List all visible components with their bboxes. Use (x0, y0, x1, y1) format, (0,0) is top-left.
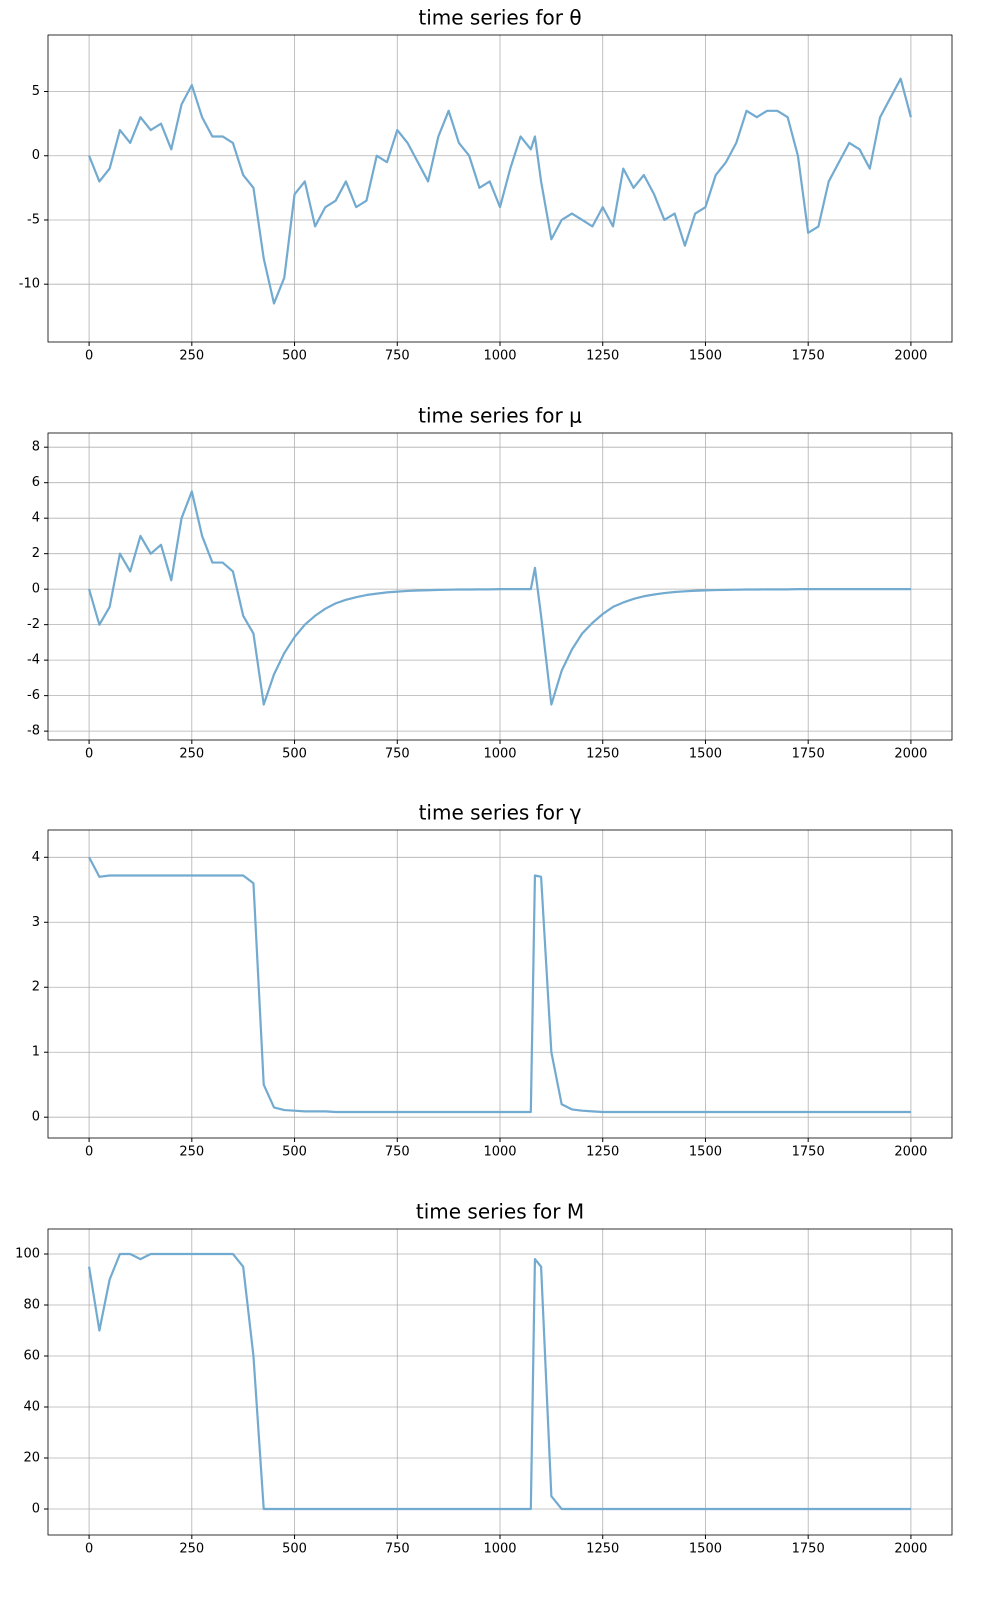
y-tick-label: -2 (27, 617, 40, 632)
subplot: time series for θ 0 250 500 750 1000 1250 1500 1… (19, 6, 953, 364)
x-tick-label: 250 (179, 349, 204, 364)
x-tick-label: 2000 (894, 1542, 927, 1557)
y-tick-label: 2 (32, 980, 40, 995)
x-tick-label: 2000 (894, 747, 927, 762)
y-tick-label: 5 (32, 84, 40, 99)
y-tick-label: 40 (23, 1399, 40, 1414)
x-tick-label: 1000 (483, 747, 516, 762)
x-tick-label: 1500 (689, 1542, 722, 1557)
x-tick-label: 1750 (792, 1145, 825, 1160)
x-tick-label: 0 (85, 1542, 93, 1557)
x-tick-label: 1000 (483, 1542, 516, 1557)
x-tick-label: 1500 (689, 349, 722, 364)
x-tick-label: 1250 (586, 747, 619, 762)
x-tick-label: 1500 (689, 1145, 722, 1160)
chart-title: time series for M (416, 1200, 584, 1224)
data-line (88, 856, 911, 1114)
x-tick-label: 1250 (586, 1145, 619, 1160)
x-tick-label: 250 (179, 1542, 204, 1557)
x-tick-label: 250 (179, 747, 204, 762)
data-line (88, 490, 911, 706)
x-tick-label: 1750 (792, 349, 825, 364)
y-tick-label: 0 (32, 148, 40, 163)
x-tick-label: 750 (385, 1145, 410, 1160)
x-tick-label: 1500 (689, 747, 722, 762)
x-tick-label: 750 (385, 349, 410, 364)
x-tick-label: 500 (282, 349, 307, 364)
x-tick-label: 1750 (792, 747, 825, 762)
x-tick-label: 1750 (792, 1542, 825, 1557)
y-tick-label: -6 (27, 688, 40, 703)
x-tick-label: 0 (85, 1145, 93, 1160)
chart-title: time series for γ (419, 801, 582, 825)
data-line (88, 77, 912, 305)
x-tick-label: 2000 (894, 349, 927, 364)
x-tick-label: 750 (385, 1542, 410, 1557)
plot-frame (47, 1228, 953, 1536)
y-tick-label: 1 (32, 1045, 40, 1060)
y-tick-label: -8 (27, 724, 40, 739)
y-tick-label: 60 (23, 1348, 40, 1363)
plot-frame (47, 432, 953, 741)
plot-frame (47, 34, 953, 343)
subplot: time series for μ 0 250 500 750 1000 1250 1500 1… (27, 404, 953, 762)
x-tick-label: 250 (179, 1145, 204, 1160)
x-tick-label: 500 (282, 1542, 307, 1557)
chart-title: time series for μ (418, 404, 582, 428)
x-tick-label: 1000 (483, 1145, 516, 1160)
x-tick-label: 0 (85, 747, 93, 762)
y-tick-label: 100 (15, 1246, 40, 1261)
x-tick-label: 2000 (894, 1145, 927, 1160)
y-tick-label: 0 (32, 582, 40, 597)
y-tick-label: 0 (32, 1110, 40, 1125)
y-tick-label: 3 (32, 915, 40, 930)
x-tick-label: 500 (282, 747, 307, 762)
plot-frame (47, 829, 953, 1139)
x-tick-label: 1250 (586, 1542, 619, 1557)
chart-title: time series for θ (418, 6, 581, 30)
x-tick-label: 750 (385, 747, 410, 762)
y-tick-label: 4 (32, 850, 40, 865)
y-tick-label: 80 (23, 1297, 40, 1312)
x-tick-label: 1250 (586, 349, 619, 364)
subplot: time series for γ 0 250 500 750 1000 1250 1500 1… (32, 801, 953, 1160)
y-tick-label: -5 (27, 212, 40, 227)
subplot: time series for M0 250 500 750 1000 1250 1500 1… (15, 1200, 953, 1557)
x-tick-label: 500 (282, 1145, 307, 1160)
y-tick-label: 4 (32, 511, 40, 526)
y-tick-label: 0 (32, 1501, 40, 1516)
x-tick-label: 0 (85, 349, 93, 364)
y-tick-label: -4 (27, 653, 40, 668)
y-tick-label: 6 (32, 475, 40, 490)
data-line (88, 1252, 911, 1511)
y-tick-label: -10 (19, 277, 40, 292)
y-tick-label: 8 (32, 440, 40, 455)
y-tick-label: 2 (32, 546, 40, 561)
y-tick-label: 20 (23, 1450, 40, 1465)
x-tick-label: 1000 (483, 349, 516, 364)
